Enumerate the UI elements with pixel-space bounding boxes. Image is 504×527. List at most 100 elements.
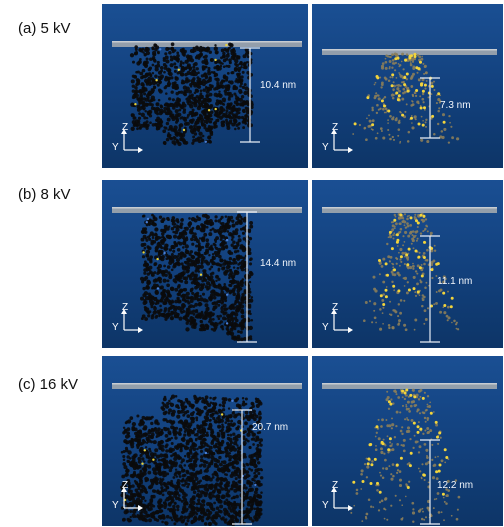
atom-c-r — [411, 511, 416, 515]
atom-a-l — [166, 81, 172, 87]
atom-c-r — [391, 448, 395, 452]
atom-a-r — [391, 62, 395, 65]
z-axis-arrowhead-b-r — [331, 309, 337, 314]
atom-a-l — [195, 54, 200, 59]
atom-a-r — [398, 63, 402, 67]
atom-c-l — [242, 440, 247, 446]
atom-c-l — [220, 418, 224, 423]
atom-c-r — [365, 457, 368, 460]
atom-a-l — [179, 64, 183, 68]
atom-a-l — [174, 109, 179, 114]
atom-c-l — [227, 428, 231, 432]
atom-b-r — [429, 231, 433, 235]
atom-c-l — [177, 494, 181, 497]
atom-c-l — [178, 427, 183, 432]
atom-b-l — [203, 232, 208, 237]
atom-b-l — [226, 316, 230, 320]
atom-c-l — [208, 521, 213, 526]
atom-c-l — [255, 420, 260, 425]
atom-b-l — [182, 297, 186, 301]
atom-c-l — [193, 458, 198, 463]
atom-b-l — [220, 229, 224, 233]
atom-b-l — [165, 296, 169, 300]
atom-a-r — [384, 57, 387, 60]
axis-z-c-right: Z — [332, 480, 339, 491]
atom-b-l — [221, 296, 225, 301]
atom-c-l — [174, 451, 177, 455]
plate-a-r — [322, 50, 497, 55]
atom-b-l — [196, 224, 201, 229]
atom-b-l — [237, 234, 241, 238]
atom-a-l — [202, 88, 206, 92]
solute-atom-b-r — [422, 256, 426, 259]
atom-b-l — [164, 247, 168, 250]
atom-c-l — [251, 432, 256, 437]
solute-atom-c-r — [413, 395, 417, 399]
atom-a-r — [413, 116, 416, 119]
atom-c-l — [246, 432, 251, 437]
atom-c-l — [258, 451, 262, 455]
atom-b-l — [239, 337, 244, 342]
atom-c-l — [254, 439, 258, 443]
atom-a-l — [207, 69, 211, 73]
atom-c-r — [413, 404, 417, 408]
atom-b-l — [193, 235, 198, 240]
atom-c-l — [200, 455, 204, 459]
atom-a-l — [156, 60, 160, 65]
atom-a-l — [159, 108, 164, 113]
atom-c-l — [254, 468, 259, 473]
atom-c-r — [360, 472, 363, 476]
atom-b-l — [242, 256, 246, 260]
atom-c-l — [248, 467, 251, 471]
atom-c-l — [246, 502, 251, 507]
atom-c-l — [166, 401, 170, 406]
atom-c-l — [173, 456, 178, 461]
atom-b-l — [197, 270, 201, 273]
atom-a-l — [179, 72, 184, 77]
atom-c-l — [257, 515, 261, 519]
atom-c-l — [128, 497, 132, 501]
atom-b-l — [231, 279, 235, 283]
atom-b-r — [393, 273, 397, 277]
atom-b-r — [443, 311, 447, 315]
atom-c-l — [186, 446, 190, 450]
atom-c-l — [145, 441, 149, 445]
atom-c-r — [447, 489, 451, 492]
atom-c-r — [394, 389, 397, 392]
atom-c-r — [443, 519, 445, 522]
atom-b-l — [191, 321, 195, 325]
atom-a-l — [178, 128, 182, 132]
atom-b-l — [225, 265, 231, 270]
atom-a-l — [192, 46, 196, 50]
atom-c-l — [214, 495, 217, 498]
atom-c-l — [234, 477, 238, 481]
atom-c-l — [258, 441, 262, 445]
atom-b-r — [423, 309, 427, 313]
atom-c-r — [377, 437, 381, 441]
solute-atom-b-r — [414, 249, 418, 253]
atom-b-l — [198, 301, 202, 305]
atom-c-r — [396, 443, 400, 446]
atom-a-r — [447, 141, 451, 144]
atom-b-l — [147, 246, 152, 251]
atom-c-r — [398, 470, 402, 473]
solute-atom-b-r — [442, 291, 446, 295]
atom-c-l — [150, 427, 154, 431]
atom-c-r — [426, 395, 430, 398]
atom-c-l — [213, 471, 218, 476]
atom-c-l — [246, 490, 250, 494]
solute-atom-a-l — [134, 103, 137, 106]
atom-c-l — [195, 494, 199, 498]
atom-c-l — [123, 429, 128, 434]
atom-c-l — [217, 445, 222, 451]
atom-b-l — [146, 310, 149, 314]
atom-a-l — [204, 54, 208, 59]
atom-b-l — [161, 235, 165, 239]
solute-atom-c-l — [141, 462, 144, 465]
atom-c-l — [226, 433, 230, 437]
atom-c-l — [212, 514, 216, 518]
atom-c-l — [173, 484, 177, 489]
atom-b-r — [406, 217, 409, 221]
atom-c-l — [257, 454, 262, 459]
atom-c-l — [219, 504, 224, 509]
